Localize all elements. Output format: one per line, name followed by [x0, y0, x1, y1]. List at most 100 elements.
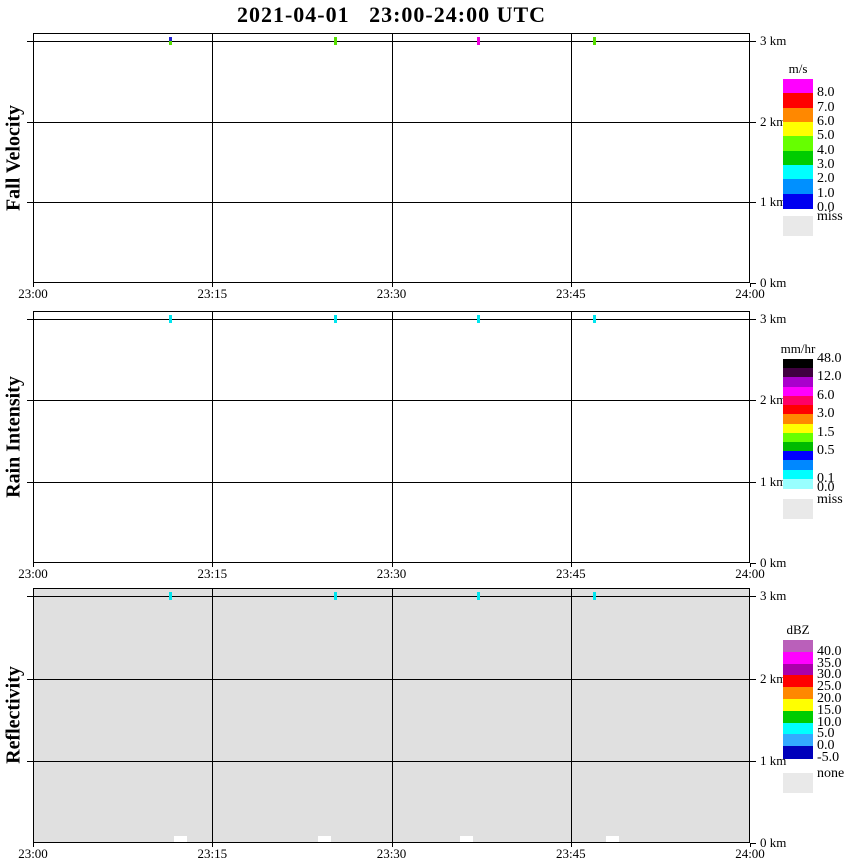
- x-tick: [750, 843, 751, 847]
- x-tick-label: 23:30: [376, 566, 407, 581]
- data-mark: [477, 315, 481, 324]
- km-tick-left: [27, 202, 33, 204]
- gridline-time: [212, 33, 214, 283]
- km-tick-label: 2 km: [760, 392, 787, 408]
- x-tick-label: 23:00: [18, 566, 48, 581]
- missing-strip: [460, 836, 474, 842]
- colorbar-tick-label: 0.5: [817, 443, 835, 459]
- km-tick-label: 0 km: [760, 555, 787, 570]
- colorbar-tick-label: 35.0: [817, 655, 842, 671]
- x-tick: [212, 843, 214, 847]
- colorbar-missing-label: miss: [817, 492, 843, 507]
- x-tick: [33, 283, 34, 287]
- gridline-time: [391, 311, 393, 563]
- x-tick-label: 23:30: [376, 286, 407, 301]
- km-tick-left: [27, 319, 33, 321]
- x-tick-label: 24:00: [735, 846, 765, 861]
- colorbar-tick-label: 3.0: [817, 406, 835, 422]
- colorbar-segment: [783, 640, 813, 653]
- x-tick: [33, 563, 34, 567]
- colorbar-tick-label: 5.0: [817, 726, 835, 742]
- colorbar-segment: [783, 122, 813, 137]
- data-mark: [592, 37, 596, 46]
- colorbar-missing-swatch: [783, 216, 813, 236]
- km-tick-label: 3 km: [760, 33, 787, 49]
- x-tick: [391, 283, 393, 287]
- colorbar-tick-label: 7.0: [817, 99, 835, 115]
- colorbar-segment: [783, 432, 813, 443]
- colorbar-segment: [783, 107, 813, 123]
- km-tick-left: [27, 678, 33, 680]
- missing-strip: [174, 836, 187, 842]
- colorbar-segment: [783, 377, 813, 388]
- colorbar-segment: [783, 179, 813, 195]
- km-tick-right: [750, 41, 756, 43]
- colorbar-segment: [783, 746, 813, 759]
- data-mark: [477, 37, 481, 46]
- colorbar-tick-label: 20.0: [817, 691, 842, 706]
- colorbar-tick-label: 1.0: [817, 185, 835, 201]
- data-mark: [168, 41, 172, 46]
- x-tick-label: 23:15: [197, 846, 228, 861]
- colorbar-tick-label: 1.5: [817, 424, 835, 440]
- km-tick-right: [750, 678, 756, 680]
- x-tick-label: 23:00: [18, 286, 48, 301]
- colorbar-segment: [783, 478, 813, 489]
- km-tick-left: [27, 596, 33, 598]
- data-mark: [168, 315, 172, 324]
- gridline-time: [212, 311, 214, 563]
- km-tick-label: 3 km: [760, 588, 787, 604]
- colorbar-segment: [783, 687, 813, 700]
- colorbar-tick-label: 2.0: [817, 171, 835, 187]
- data-mark: [333, 315, 337, 324]
- km-tick-left: [27, 760, 33, 762]
- colorbar-tick-label: -5.0: [817, 750, 840, 765]
- colorbar-segment: [783, 441, 813, 452]
- x-tick-label: 23:30: [376, 846, 407, 861]
- colorbar-segment: [783, 193, 813, 209]
- colorbar-tick-label: 12.0: [817, 369, 842, 385]
- km-tick-right: [750, 121, 756, 123]
- gridline-time: [391, 588, 393, 843]
- ylabel-reflectivity: Reflectivity: [2, 666, 25, 764]
- data-mark: [333, 37, 337, 46]
- km-tick-right: [750, 563, 756, 564]
- gridline-time: [570, 588, 572, 843]
- km-tick-label: 1 km: [760, 473, 787, 489]
- km-tick-label: 0 km: [760, 835, 787, 850]
- km-tick-label: 2 km: [760, 113, 787, 129]
- gridline-time: [212, 588, 214, 843]
- colorbar-segment: [783, 663, 813, 676]
- colorbar-segment: [783, 414, 813, 425]
- km-tick-right: [750, 202, 756, 204]
- x-tick-label: 23:45: [555, 286, 586, 301]
- km-tick-left: [27, 400, 33, 402]
- km-tick-left: [27, 481, 33, 483]
- colorbar-tick-label: 0.1: [817, 470, 835, 486]
- ylabel-rain-intensity: Rain Intensity: [2, 376, 25, 498]
- km-tick-right: [750, 319, 756, 321]
- colorbar-segment: [783, 136, 813, 152]
- x-tick: [33, 843, 34, 847]
- x-tick: [750, 563, 751, 567]
- km-tick-right: [750, 760, 756, 762]
- colorbar-segment: [783, 651, 813, 665]
- data-mark: [592, 315, 596, 324]
- colorbar-segment: [783, 675, 813, 688]
- colorbar-segment: [783, 722, 813, 735]
- gridline-time: [391, 33, 393, 283]
- x-tick: [750, 283, 751, 287]
- km-tick-label: 1 km: [760, 194, 787, 210]
- colorbar-missing-swatch: [783, 773, 813, 793]
- colorbar-segment: [783, 368, 813, 378]
- data-mark: [477, 592, 481, 601]
- colorbar-segment: [783, 460, 813, 471]
- colorbar-tick-label: 0.0: [817, 480, 835, 495]
- x-tick-label: 23:45: [555, 566, 586, 581]
- colorbar-unit-label: mm/hr: [780, 341, 816, 356]
- x-tick-label: 23:15: [197, 566, 228, 581]
- km-tick-label: 1 km: [760, 752, 787, 768]
- x-tick-label: 24:00: [735, 566, 765, 581]
- colorbar-missing-swatch: [783, 499, 813, 519]
- colorbar-missing-label: miss: [817, 209, 843, 224]
